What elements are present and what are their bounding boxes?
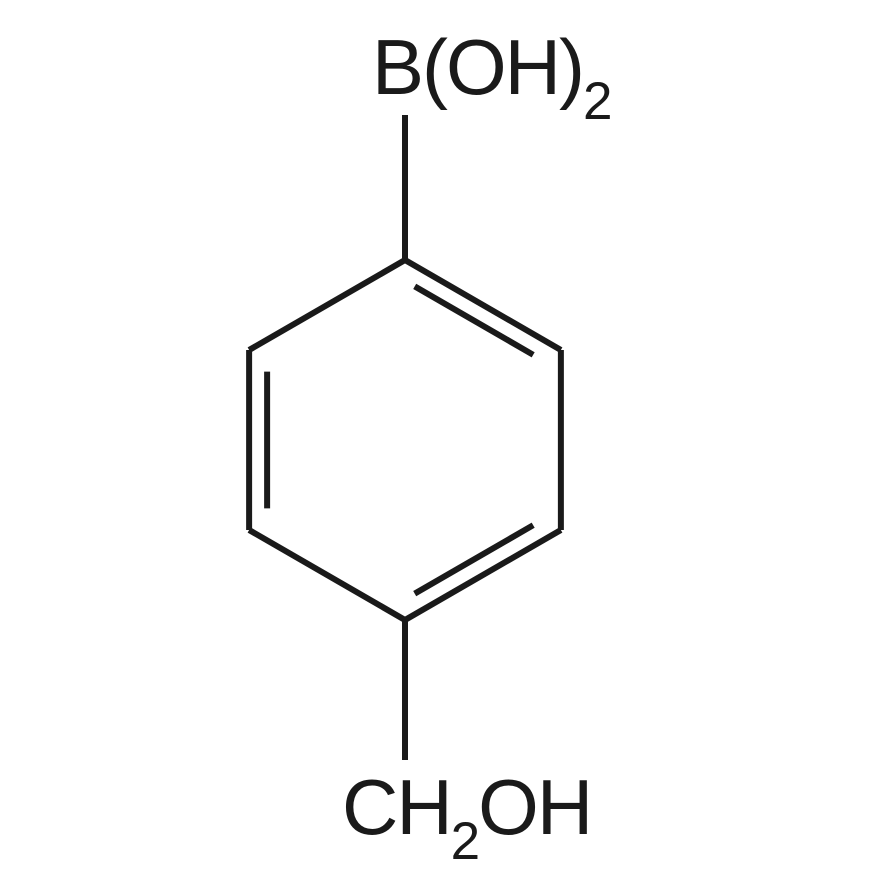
top-OH: OH xyxy=(446,23,559,111)
bottom-label: CH2OH xyxy=(342,762,591,864)
top-label: B(OH)2 xyxy=(372,22,611,124)
top-open: ( xyxy=(422,23,446,111)
molecule-diagram xyxy=(0,0,890,890)
bottom-sub: 2 xyxy=(451,812,479,871)
top-sub: 2 xyxy=(583,72,611,131)
bottom-CH: CH xyxy=(342,763,451,851)
top-B: B xyxy=(372,23,422,111)
bottom-OH: OH xyxy=(478,763,591,851)
top-close: ) xyxy=(559,23,583,111)
